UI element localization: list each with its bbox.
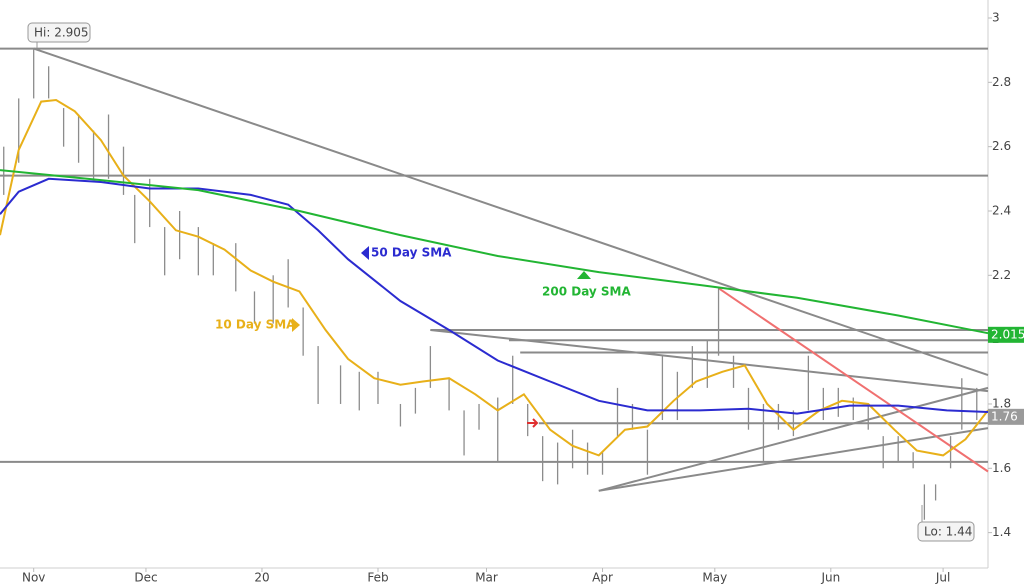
series-label-marker [577,271,591,279]
last-value-badge [988,408,1024,425]
red-arrow [527,418,539,428]
series-label: 10 Day SMA [215,318,296,332]
x-tick-label: Jun [820,571,840,585]
series-label-marker [292,318,300,332]
trend-line [430,328,989,393]
last-value-label: 2.015 [991,327,1024,341]
y-tick-label: 1.6 [992,461,1011,475]
hi-label: Hi: 2.905 [34,26,89,40]
x-tick-label: Apr [592,571,613,585]
lo-label: Lo: 1.44 [924,525,972,539]
x-tick-label: May [702,571,727,585]
hi-callout [27,22,91,43]
lo-callout [917,521,975,542]
sma-line [0,177,989,415]
y-tick-label: 2.6 [992,139,1011,153]
x-tick-label: Feb [367,571,388,585]
series-label-marker [361,246,369,260]
series-label: 200 Day SMA [542,285,632,299]
series-label: 50 Day SMA [371,246,452,260]
trend-line [717,287,989,473]
trend-line [33,47,989,376]
y-tick-label: 2.8 [992,75,1011,89]
x-tick-label: Mar [475,571,498,585]
y-tick-label: 3 [992,11,1000,25]
last-value-badge [988,326,1024,343]
last-value-label: 1.76 [991,409,1018,423]
y-tick-label: 2.2 [992,268,1011,282]
x-tick-label: 20 [254,571,269,585]
sma-line [0,169,989,335]
x-tick-label: Dec [134,571,157,585]
y-tick-label: 2.4 [992,203,1011,217]
trend-line [598,386,989,492]
x-tick-label: Nov [22,571,45,585]
y-tick-label: 1.8 [992,396,1011,410]
trend-line [598,427,989,492]
y-tick-label: 1.4 [992,525,1011,539]
x-tick-label: Jul [935,571,950,585]
